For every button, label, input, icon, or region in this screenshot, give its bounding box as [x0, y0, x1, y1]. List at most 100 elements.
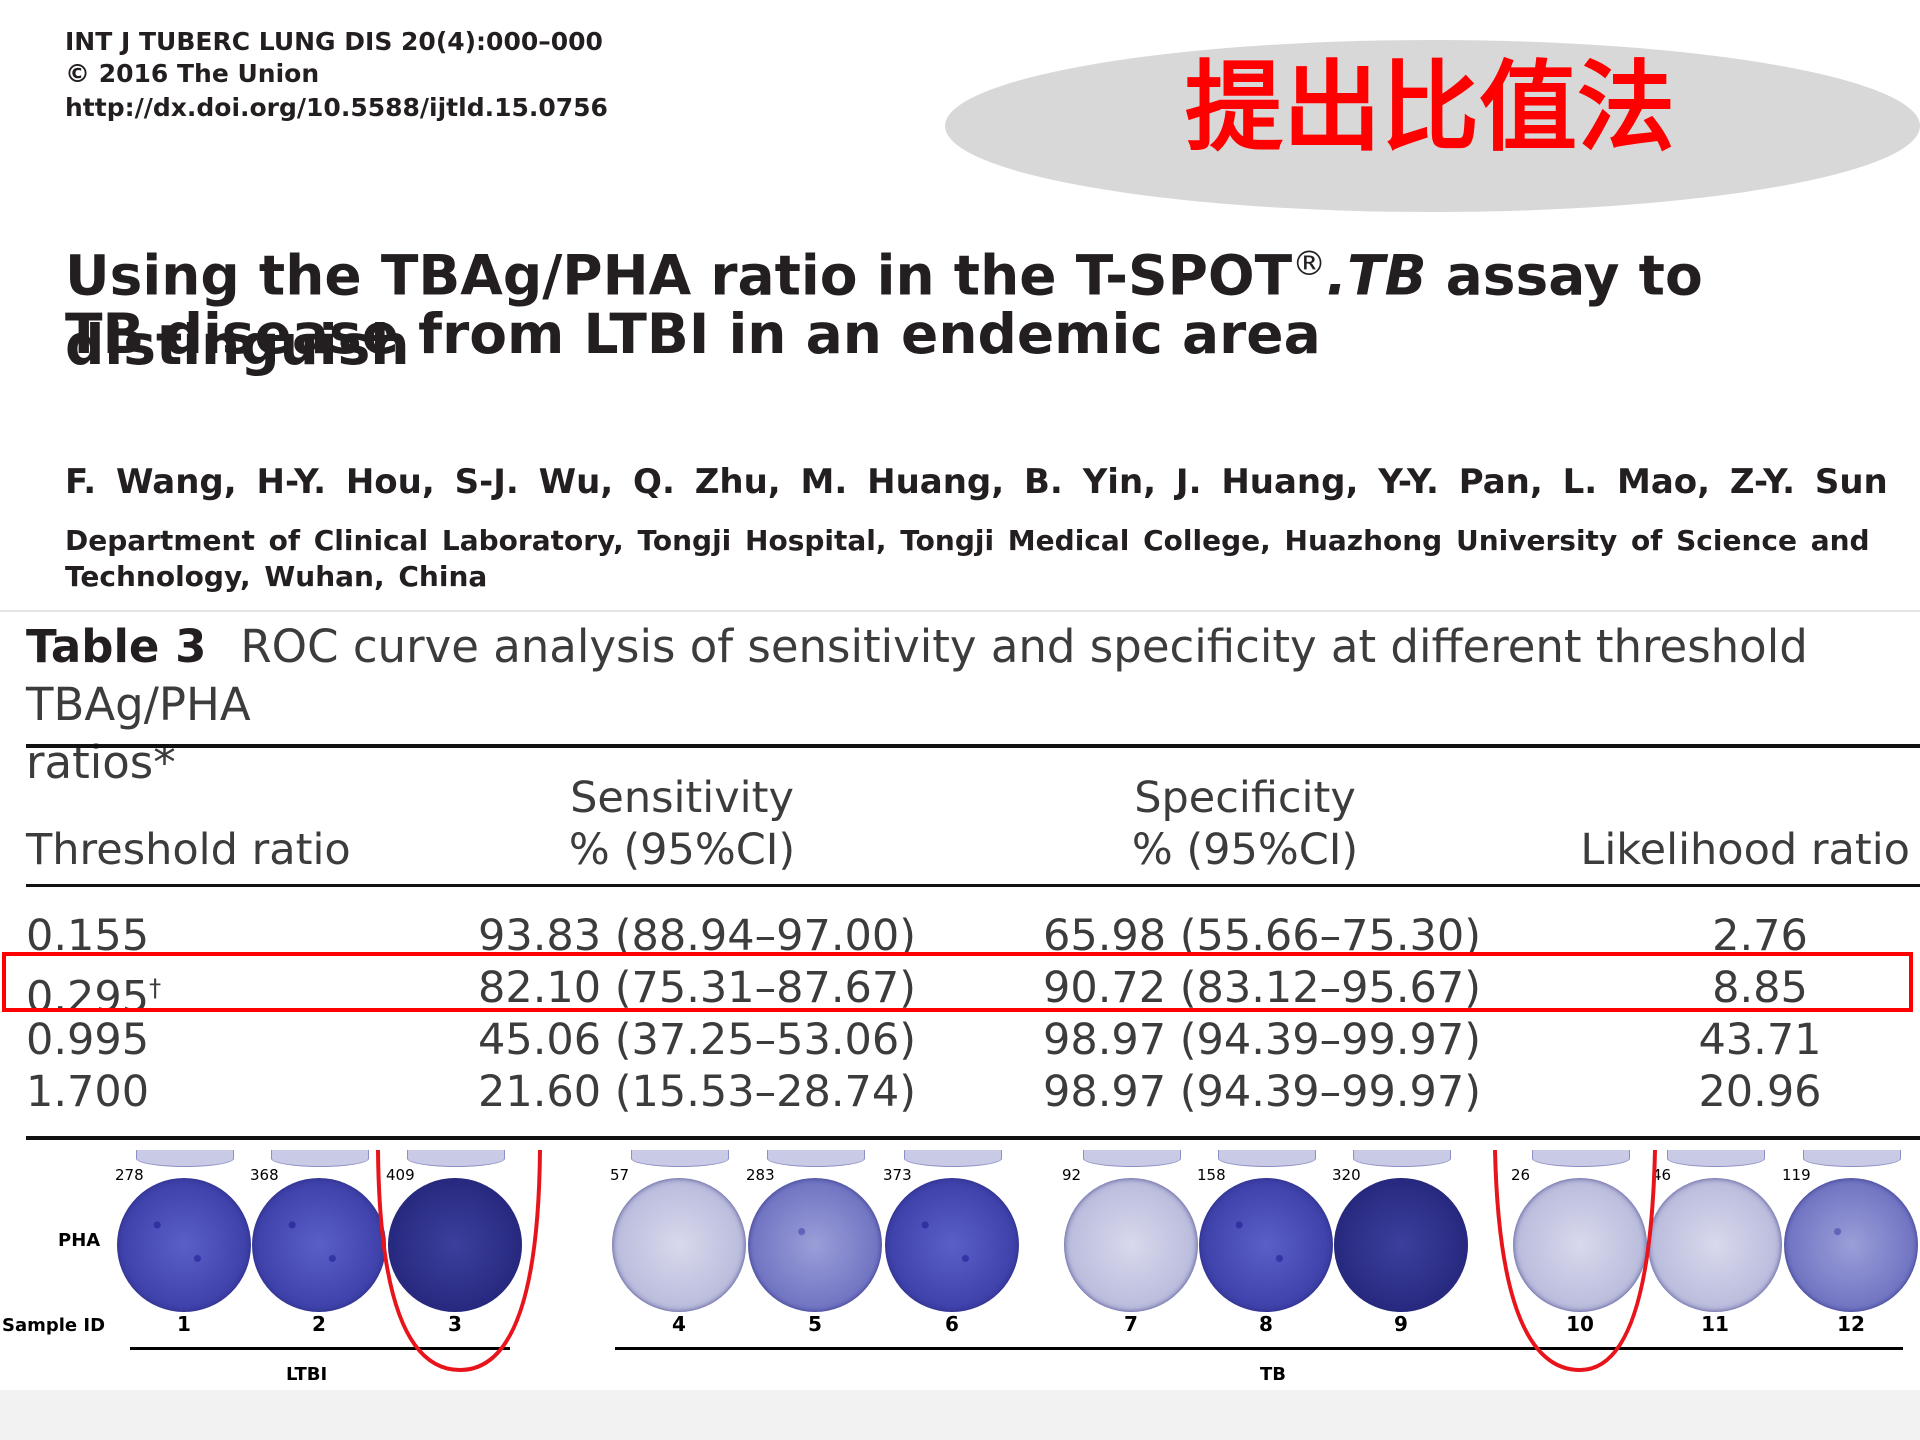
- well-sample-4: [612, 1178, 746, 1312]
- spot-count: 283: [746, 1166, 775, 1184]
- well-cap: [136, 1150, 234, 1167]
- spot-count: 57: [610, 1166, 630, 1184]
- spot-count: 26: [1511, 1166, 1531, 1184]
- spot-count: 92: [1062, 1166, 1082, 1184]
- header-sensitivity-ci: % (95%CI): [568, 825, 796, 875]
- well-cap: [1083, 1150, 1181, 1167]
- title-text-1: Using the TBAg/PHA ratio in the T-SPOT: [65, 243, 1293, 308]
- sample-id: 6: [945, 1312, 959, 1336]
- well-sample-1: [117, 1178, 251, 1312]
- well-cap: [1667, 1150, 1765, 1167]
- method-badge: 提出比值法: [1184, 51, 1675, 165]
- sample-id: 8: [1259, 1312, 1273, 1336]
- ltbi-group-label: LTBI: [286, 1364, 328, 1385]
- sample-id: 7: [1124, 1312, 1138, 1336]
- copyright: © 2016 The Union: [65, 59, 320, 88]
- row-2-specificity: 90.72 (83.12–95.67): [1043, 963, 1482, 1013]
- tb-group-line: [615, 1347, 1903, 1350]
- badge-background: [945, 40, 1920, 212]
- table-label: Table 3: [26, 620, 207, 673]
- sample-id: 5: [808, 1312, 822, 1336]
- spot-count: 373: [883, 1166, 912, 1184]
- header-specificity-ci: % (95%CI): [1131, 825, 1359, 875]
- header-threshold: Threshold ratio: [26, 825, 351, 875]
- dagger-mark: †: [149, 974, 162, 1002]
- well-sample-7: [1064, 1178, 1198, 1312]
- sample-id-label: Sample ID: [2, 1315, 106, 1336]
- table-bottom-rule: [26, 1136, 1920, 1140]
- well-cap: [1218, 1150, 1316, 1167]
- well-sample-12: [1784, 1178, 1918, 1312]
- table-caption-line-1: ROC curve analysis of sensitivity and sp…: [26, 620, 1808, 731]
- row-4-sensitivity: 21.60 (15.53–28.74): [478, 1067, 917, 1117]
- row-4-threshold: 1.700: [26, 1067, 150, 1117]
- well-sample-2: [252, 1178, 386, 1312]
- row-4-lr: 20.96: [1698, 1067, 1822, 1117]
- well-cap: [631, 1150, 729, 1167]
- section-divider: [0, 610, 1920, 612]
- spot-count: 46: [1652, 1166, 1672, 1184]
- well-cap: [1353, 1150, 1451, 1167]
- title-tb: .TB: [1326, 243, 1427, 308]
- spot-count: 158: [1197, 1166, 1226, 1184]
- well-sample-3: [388, 1178, 522, 1312]
- paper-title-line-1: Using the TBAg/PHA ratio in the T-SPOT®.…: [65, 229, 1920, 380]
- row-3-lr: 43.71: [1698, 1015, 1822, 1065]
- spot-count: 278: [115, 1166, 144, 1184]
- spot-count: 320: [1332, 1166, 1361, 1184]
- well-cap: [1532, 1150, 1630, 1167]
- registered-mark: ®: [1292, 244, 1327, 284]
- sample-id: 2: [312, 1312, 326, 1336]
- well-sample-11: [1648, 1178, 1782, 1312]
- well-sample-5: [748, 1178, 882, 1312]
- sample-id: 12: [1837, 1312, 1865, 1336]
- row-3-specificity: 98.97 (94.39–99.97): [1043, 1015, 1482, 1065]
- footer-bar: [0, 1390, 1920, 1440]
- well-sample-8: [1199, 1178, 1333, 1312]
- row-4-specificity: 98.97 (94.39–99.97): [1043, 1067, 1482, 1117]
- sample-id: 10: [1566, 1312, 1594, 1336]
- tb-group-label: TB: [1260, 1364, 1286, 1385]
- well-sample-10: [1513, 1178, 1647, 1312]
- red-curve-sample-3: [376, 1149, 542, 1373]
- spot-count: 368: [250, 1166, 279, 1184]
- doi-link[interactable]: http://dx.doi.org/10.5588/ijtld.15.0756: [65, 93, 608, 122]
- title-text-2: assay to distinguish: [65, 243, 1703, 378]
- table-caption: Table 3 ROC curve analysis of sensitivity…: [26, 618, 1906, 792]
- well-sample-9: [1334, 1178, 1468, 1312]
- header-sensitivity: Sensitivity: [570, 773, 794, 823]
- annotation-curves: [376, 1149, 1657, 1373]
- journal-citation: INT J TUBERC LUNG DIS 20(4):000–000: [65, 27, 603, 56]
- author-list: F. Wang, H-Y. Hou, S-J. Wu, Q. Zhu, M. H…: [65, 462, 1888, 502]
- sample-id: 4: [672, 1312, 686, 1336]
- row-2-threshold: 0.295†: [26, 962, 161, 1023]
- sample-id: 3: [448, 1312, 462, 1336]
- paper-title-line-2: TB disease from LTBI in an endemic area: [65, 302, 1321, 366]
- row-2-lr: 8.85: [1712, 963, 1808, 1013]
- well-cap: [767, 1150, 865, 1167]
- header-likelihood: Likelihood ratio: [1580, 825, 1910, 875]
- sample-id: 11: [1701, 1312, 1729, 1336]
- row-2-sensitivity: 82.10 (75.31–87.67): [478, 963, 917, 1013]
- well-sample-6: [885, 1178, 1019, 1312]
- spot-count: 409: [386, 1166, 415, 1184]
- elispot-figure: PHA Sample ID 278 1 368 2 409 3 57 4 283 5 373 6 92 7…: [0, 1140, 1920, 1390]
- well-cap: [271, 1150, 369, 1167]
- sample-id: 1: [177, 1312, 191, 1336]
- pha-row-label: PHA: [58, 1230, 101, 1251]
- sample-id: 9: [1394, 1312, 1408, 1336]
- well-cap: [904, 1150, 1002, 1167]
- table-header-rule: [26, 884, 1920, 887]
- spot-count: 119: [1782, 1166, 1811, 1184]
- affiliation-line-1: Department of Clinical Laboratory, Tongj…: [65, 524, 1870, 557]
- highlighted-row-box: [2, 952, 1913, 1012]
- row-2-threshold-value: 0.295: [26, 972, 150, 1023]
- ltbi-group-line: [130, 1347, 510, 1350]
- row-3-sensitivity: 45.06 (37.25–53.06): [478, 1015, 917, 1065]
- well-cap: [1803, 1150, 1901, 1167]
- header-specificity: Specificity: [1134, 773, 1356, 823]
- row-3-threshold: 0.995: [26, 1015, 150, 1065]
- well-cap: [407, 1150, 505, 1167]
- table-top-rule: [26, 744, 1920, 748]
- red-curve-sample-10: [1493, 1149, 1657, 1373]
